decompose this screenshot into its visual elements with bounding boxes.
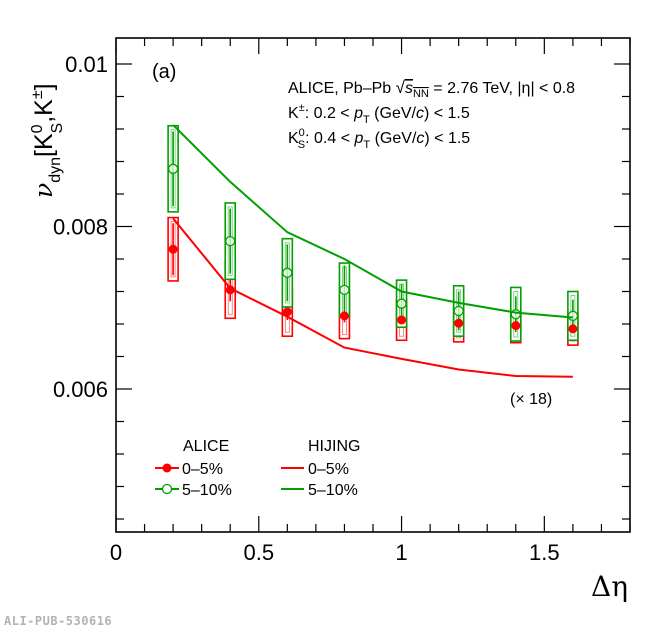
legend-header-hijing: HIJING: [308, 438, 360, 455]
legend-entry-hijing-5-10: 5–10%: [308, 482, 358, 499]
annotation-k0s-range: K0 S: 0.4 < pT (GeV/c) < 1.5: [288, 127, 470, 151]
y-axis-label: νdyn[K0 S,K±]: [29, 83, 66, 198]
data-point-alice-0-5: [511, 321, 521, 331]
legend-swatch-alice-5-10-marker: [161, 483, 173, 495]
y-tick-label: 0.006: [53, 377, 108, 402]
data-marks: [167, 124, 579, 378]
x-axis-label: Δη: [591, 570, 628, 603]
data-point-alice-0-5: [339, 311, 349, 321]
data-point-alice-5-10: [167, 163, 179, 174]
data-point-alice-0-5: [397, 315, 407, 325]
annotation-kpm-range: K±: 0.2 < pT (GeV/c) < 1.5: [288, 102, 470, 126]
data-point-alice-5-10: [567, 310, 579, 322]
legend-entry-alice-5-10: 5–10%: [182, 482, 232, 499]
legend-header-alice: ALICE: [183, 438, 229, 455]
data-point-alice-5-10: [453, 305, 464, 317]
x-tick-label: 1.5: [529, 540, 560, 565]
legend: ALICE HIJING 0–5% 5–10% 0–5% 5–10%: [155, 438, 360, 499]
x-tick-label: 1: [395, 540, 407, 565]
hijing-line-5-10: [172, 124, 573, 319]
hijing-line-0-5: [172, 217, 573, 378]
data-point-alice-0-5: [568, 324, 578, 334]
tick-labels: 0 0.5 1 1.5 0.006 0.008 0.01: [53, 52, 560, 565]
annotation-scale-factor: (× 18): [510, 391, 552, 408]
x-tick-label: 0: [110, 540, 122, 565]
x-tick-label: 0.5: [243, 540, 274, 565]
panel-label: (a): [152, 61, 176, 83]
data-point-alice-0-5: [454, 318, 464, 328]
data-point-alice-0-5: [282, 307, 292, 317]
y-tick-label: 0.008: [53, 215, 108, 240]
data-point-alice-5-10: [396, 298, 407, 309]
data-point-alice-5-10: [339, 284, 350, 296]
y-tick-label: 0.01: [65, 52, 108, 77]
publication-id-watermark: ALI-PUB-530616: [4, 614, 113, 628]
legend-swatch-alice-0-5-marker: [162, 463, 172, 473]
data-point-alice-5-10: [282, 267, 293, 278]
data-point-alice-5-10: [225, 235, 236, 247]
legend-entry-hijing-0-5: 0–5%: [308, 461, 349, 478]
data-point-alice-0-5: [225, 285, 235, 295]
axis-ticks: [115, 38, 631, 532]
legend-entry-alice-0-5: 0–5%: [182, 461, 223, 478]
annotation-collision: ALICE, Pb–Pb √sNN = 2.76 TeV, |η| < 0.8: [288, 78, 575, 100]
data-point-alice-0-5: [168, 244, 178, 254]
